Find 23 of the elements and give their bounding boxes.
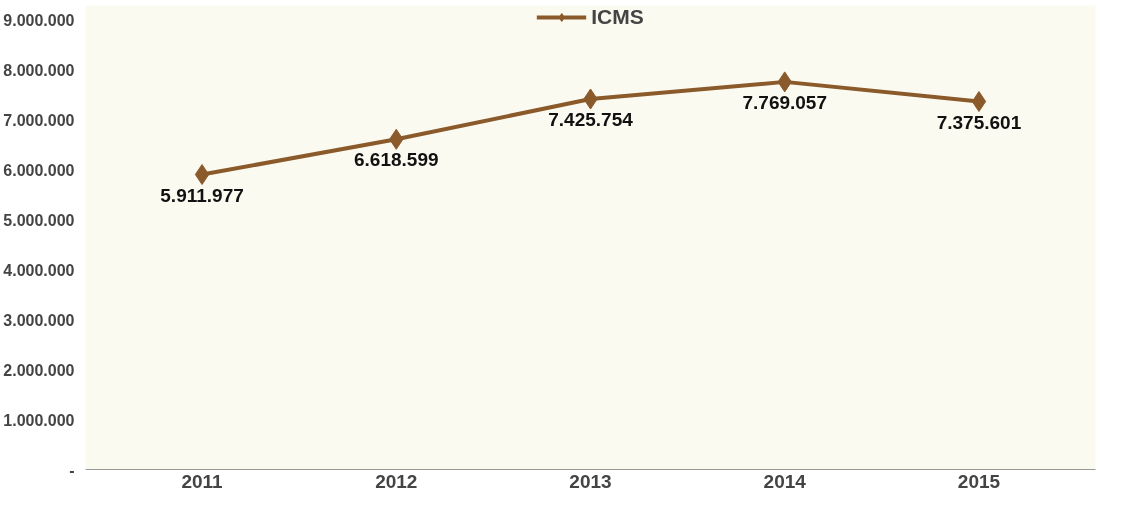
x-tick-label: 2012 [375, 470, 418, 492]
point [971, 91, 987, 113]
y-tick-label: 4.000.000 [3, 261, 75, 279]
y-tick-label: 2.000.000 [3, 361, 75, 379]
text: 5.911.977 [160, 184, 244, 206]
text: 7.375.601 [936, 111, 1022, 133]
y-tick-label: 5.000.000 [3, 212, 75, 230]
y-tick-label: 9.000.000 [3, 12, 75, 30]
text: 7.425.754 [548, 109, 633, 131]
x-tick-label: 2015 [957, 470, 1001, 492]
y-tick-label: 1.000.000 [3, 411, 75, 429]
y-tick-label: 7.000.000 [3, 112, 75, 130]
legend-label: ICMS [591, 5, 644, 29]
text: 6.618.599 [354, 149, 439, 171]
y-tick-label: 8.000.000 [3, 62, 75, 80]
x-tick-label: 2013 [569, 470, 612, 492]
y-tick-label: 3.000.000 [3, 311, 75, 329]
y-tick-label: 6.000.000 [3, 162, 75, 180]
x-tick-label: 2014 [763, 470, 807, 492]
y-tick-label: - [69, 461, 75, 479]
x-tick-label: 2011 [181, 470, 224, 492]
point [194, 164, 210, 186]
text: 7.769.057 [742, 91, 827, 113]
